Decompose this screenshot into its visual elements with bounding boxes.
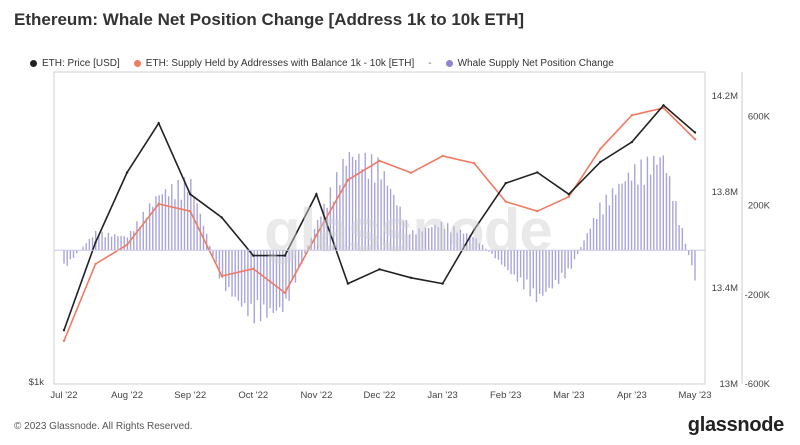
price-line-point [599,160,602,164]
supply-line-point [662,106,665,110]
supply-line-point [441,154,444,158]
x-tick-label: Mar '23 [553,390,584,401]
price-line-point [62,328,66,332]
supply-line-point [252,267,255,270]
legend-dot-net-position [445,59,453,67]
supply-line-point [472,162,476,165]
supply-line-point [630,114,634,117]
series-lines [62,104,697,342]
glassnode-logo[interactable]: glassnode [687,414,785,436]
y-right1-tick-label: 13M [720,379,739,390]
legend-label-supply: ETH: Supply Held by Addresses with Balan… [145,57,415,69]
chart-legend: ETH: Price [USD] ETH: Supply Held by Add… [30,56,628,70]
price-line-point [157,121,160,125]
supply-line-point [599,147,602,150]
supply-line-point [94,262,97,266]
legend-dot-supply [133,59,141,67]
legend-dot-price [30,59,37,67]
y-right2-tick-label: 600K [748,112,771,123]
price-line-point [189,193,192,196]
plot-area [53,71,706,385]
legend-item-price[interactable]: ETH: Price [USD] [30,58,120,69]
axes: Jul '22 Aug '22 Sep '22 Oct '22 Nov '22 Dec '… [29,72,771,401]
legend-item-net-position[interactable]: Whale Supply Net Position Change [445,57,614,69]
price-line-point [252,254,255,257]
supply-line-point [536,210,539,213]
price-line-point [567,193,570,196]
y-right1-tick-label: 13.8M [712,187,738,198]
x-tick-label: Apr '23 [617,390,647,401]
price-line-point [283,254,287,257]
legend-item-supply[interactable]: ETH: Supply Held by Addresses with Balan… [133,57,415,69]
y-right2-tick-label: -200K [745,290,771,301]
price-line-point [315,193,318,196]
x-tick-label: Oct '22 [238,390,268,401]
x-tick-label: Aug '22 [111,390,143,401]
price-line-point [536,171,539,174]
price-line-point [346,282,350,285]
price-line-point [472,228,476,231]
price-line-point [504,181,507,185]
supply-line-point [346,178,350,182]
chart-title: Ethereum: Whale Net Position Change [Add… [14,10,525,29]
y-right1-tick-label: 13.4M [712,283,738,294]
y-left-tick-label: $1k [29,377,45,388]
x-tick-label: Dec '22 [364,390,396,401]
x-tick-label: Feb '23 [490,390,521,401]
x-tick-label: Jan '23 [427,390,457,401]
x-tick-label: Jul '22 [50,390,77,401]
x-tick-label: Nov '22 [300,390,332,401]
supply-line-point [567,195,570,198]
legend-label-price: ETH: Price [USD] [42,57,120,69]
price-line-point [378,268,381,271]
legend-label-net-position: Whale Supply Net Position Change [457,57,614,69]
x-tick-label: May '23 [679,390,712,401]
price-line-point [630,140,634,144]
x-tick-label: Sep '22 [174,390,206,401]
price-line-point [220,216,223,219]
supply-line-point [189,210,192,213]
supply-line-point [220,274,223,278]
copyright-text: © 2023 Glassnode. All Rights Reserved. [14,421,193,432]
price-line-point [662,104,665,107]
supply-line-point [693,138,697,141]
price-line-point [125,171,129,174]
supply-line-point [504,200,507,203]
y-right1-tick-label: 14.2M [712,91,738,102]
supply-line-point [378,159,381,162]
price-line-point [94,241,97,244]
y-right2-tick-label: -600K [745,379,771,390]
supply-line-point [409,171,413,174]
price-line-point [441,282,444,285]
supply-line-point [62,339,66,342]
supply-line-point [125,243,129,246]
legend-separator: - [428,57,432,69]
supply-line-point [315,234,318,237]
net-position-bars [63,151,696,324]
price-line-point [409,276,413,280]
y-right2-tick-label: 200K [748,201,771,212]
supply-line-point [283,291,287,294]
supply-line-point [157,202,160,206]
price-line-point [693,131,697,134]
